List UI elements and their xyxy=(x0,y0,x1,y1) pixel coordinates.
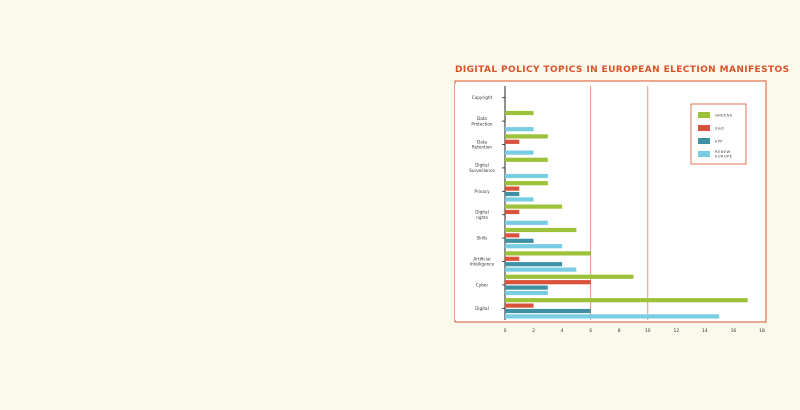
x-tick-label: 0 xyxy=(504,328,507,334)
bar xyxy=(505,267,577,272)
bar xyxy=(505,209,520,215)
bar xyxy=(505,314,720,319)
bar xyxy=(505,274,634,279)
x-tick-label: 12 xyxy=(673,328,679,334)
bar xyxy=(505,127,534,132)
category-label: Digital rights xyxy=(475,210,489,220)
bar xyxy=(505,308,591,314)
label-panel xyxy=(455,84,505,320)
x-tick-label: 6 xyxy=(589,328,592,334)
x-tick-label: 18 xyxy=(759,328,765,334)
bar xyxy=(505,186,520,191)
x-tick-label: 16 xyxy=(731,328,737,334)
legend-swatch xyxy=(698,151,710,157)
bar xyxy=(505,227,577,233)
category-label: Data Protection xyxy=(471,116,493,126)
bar xyxy=(505,280,591,285)
bar xyxy=(505,285,548,290)
bar xyxy=(505,244,563,249)
category-label: Skills xyxy=(477,236,488,241)
bar xyxy=(505,173,548,179)
bar xyxy=(505,197,534,202)
category-label: Cyber xyxy=(476,282,489,287)
bar xyxy=(505,139,520,144)
bar xyxy=(505,233,520,238)
x-tick-label: 4 xyxy=(561,328,564,334)
legend-label: EPP xyxy=(715,139,723,144)
category-label: Copyright xyxy=(472,95,493,100)
legend: GREENS S&D EPP RENEW EUROPE xyxy=(690,103,747,165)
bar xyxy=(505,204,563,209)
x-tick-label: 14 xyxy=(702,328,708,334)
bar xyxy=(505,290,548,296)
legend-label: S&D xyxy=(715,126,724,131)
legend-swatch xyxy=(698,125,710,131)
category-label: Artificial Intelligence xyxy=(470,256,495,266)
category-label: Data Retention xyxy=(472,139,493,149)
category-label: Digital Surveillance xyxy=(469,163,495,173)
bar xyxy=(505,134,548,139)
x-tick-label: 10 xyxy=(645,328,651,334)
legend-label: RENEW EUROPE xyxy=(715,149,733,159)
category-label: Privacy xyxy=(474,189,490,194)
x-axis-ticks: 0 2 4 6 8 10 12 14 16 18 xyxy=(504,328,765,334)
bar xyxy=(505,262,563,267)
chart-title: DIGITAL POLICY TOPICS IN EUROPEAN ELECTI… xyxy=(455,65,790,75)
y-axis-labels: Copyright Data Protection Data Retention Digi… xyxy=(469,95,505,311)
legend-label: GREENS xyxy=(715,113,733,118)
x-tick-label: 8 xyxy=(618,328,621,334)
bar xyxy=(505,251,591,256)
bar xyxy=(505,238,534,243)
bar xyxy=(505,220,548,225)
legend-swatch xyxy=(698,112,710,118)
chart-bars xyxy=(505,110,748,319)
bar xyxy=(505,150,534,155)
bar xyxy=(505,110,534,116)
bar xyxy=(505,303,534,308)
bar xyxy=(505,157,548,162)
bar xyxy=(505,298,748,303)
bar xyxy=(505,181,548,186)
legend-swatch xyxy=(698,138,710,144)
category-label: Digital xyxy=(475,306,489,311)
x-tick-label: 2 xyxy=(532,328,535,334)
bar xyxy=(505,256,520,261)
bar xyxy=(505,191,520,197)
